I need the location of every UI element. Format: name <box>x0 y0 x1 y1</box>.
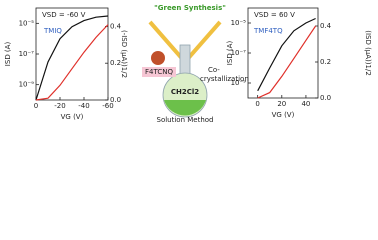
x-tick-label: -40 <box>78 102 89 110</box>
y2-axis-label: (ISD (μA))1/2 <box>364 30 372 76</box>
flask-diagram <box>142 20 222 118</box>
y2-tick-label: 0.2 <box>320 58 331 66</box>
graphical-abstract: "Green Synthesis" F4TCNQ CH2Cl2 Co- crys… <box>4 4 372 124</box>
x-tick-label: -60 <box>102 102 113 110</box>
annotation: TMF4TQ <box>253 27 283 35</box>
series-line <box>35 24 109 101</box>
y-tick-label: 10⁻⁷ <box>19 50 35 58</box>
y-tick-label: 10⁻⁹ <box>19 81 35 89</box>
solution <box>164 100 206 116</box>
x-tick-label: 0 <box>255 100 259 108</box>
y-tick-label: 10⁻⁵ <box>19 19 35 27</box>
diagram-title: "Green Synthesis" <box>154 4 226 12</box>
annotation: VSD = -60 V <box>42 11 86 19</box>
reagent-crystals <box>151 51 165 65</box>
diagram-caption: Solution Method <box>157 116 214 124</box>
x-tick-label: 0 <box>34 102 38 110</box>
series-line <box>257 25 317 99</box>
x-tick-label: 20 <box>277 100 286 108</box>
y2-tick-label: 0.4 <box>110 22 122 30</box>
flask-neck <box>179 44 191 76</box>
x-tick-label: 40 <box>301 100 310 108</box>
reagent-label: F4TCNQ <box>145 68 173 76</box>
annotation: VSD = 60 V <box>254 11 295 19</box>
x-tick-label: -20 <box>54 102 65 110</box>
y-tick-label: 10⁻⁹ <box>231 79 247 87</box>
y2-tick-label: 0.2 <box>110 59 121 67</box>
y-axis-label: ISD (A) <box>226 41 234 66</box>
solvent-label: CH2Cl2 <box>171 88 199 96</box>
y2-tick-label: 0.0 <box>320 94 331 102</box>
series-line <box>257 17 316 92</box>
y-tick-label: 10⁻⁷ <box>231 49 247 57</box>
y2-tick-label: 0.4 <box>320 22 332 30</box>
x-axis-label: VG (V) <box>61 113 84 121</box>
process-label: crystallization <box>200 75 249 83</box>
y-tick-label: 10⁻⁵ <box>231 19 247 27</box>
process-label: Co- <box>208 66 220 74</box>
reagent-box <box>142 67 176 77</box>
y2-tick-label: 0.0 <box>110 96 121 104</box>
y2-axis-label: (-ISD (μA))1/2 <box>120 30 128 78</box>
x-axis-label: VG (V) <box>272 111 295 119</box>
y-axis-label: ISD (A) <box>4 42 12 67</box>
annotation: TMIQ <box>43 27 62 35</box>
series-line <box>35 15 109 101</box>
